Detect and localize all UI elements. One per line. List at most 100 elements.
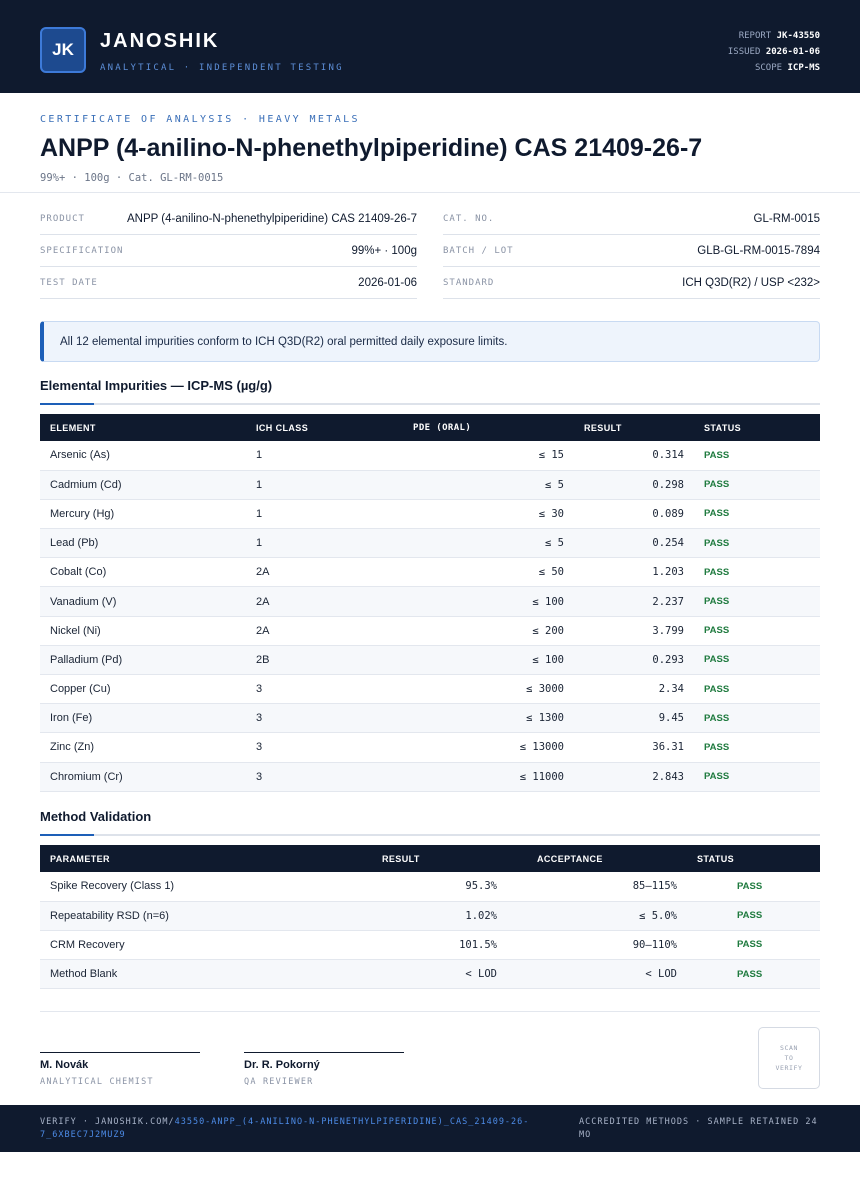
info-row-standard: STANDARD ICH Q3D(R2) / USP <232> — [443, 267, 820, 299]
section-underline — [40, 403, 820, 405]
cell-parameter: Spike Recovery (Class 1) — [40, 872, 320, 902]
info-row-cat-no: CAT. NO. GL-RM-0015 — [443, 203, 820, 235]
verify-line: VERIFY · JANOSHIK.COM/43550-ANPP_(4-ANIL… — [40, 1116, 530, 1142]
cell-class: 2B — [246, 645, 403, 676]
col-header-element: ELEMENT — [50, 422, 96, 433]
table-row: Repeatability RSD (n=6) 1.02% ≤ 5.0% PASS — [40, 901, 820, 931]
info-row-specification: SPECIFICATION 99%+ · 100g — [40, 235, 417, 267]
table-row: Palladium (Pd) 2B ≤ 100 0.293 PASS — [40, 645, 820, 676]
table-row: Arsenic (As) 1 ≤ 15 0.314 PASS — [40, 441, 820, 471]
cell-pde: ≤ 5 — [403, 470, 574, 500]
verify-qr-placeholder[interactable]: SCAN TO VERIFY — [758, 1027, 820, 1089]
col-header-status: STATUS — [704, 422, 742, 433]
cell-class: 2A — [246, 586, 403, 617]
signature-line — [40, 1052, 200, 1053]
table-row: Cobalt (Co) 2A ≤ 50 1.203 PASS — [40, 557, 820, 588]
cell-status: PASS — [694, 470, 820, 500]
cell-status: PASS — [694, 586, 820, 617]
table-row: Zinc (Zn) 3 ≤ 13000 36.31 PASS — [40, 732, 820, 763]
cell-result: 0.089 — [574, 499, 694, 530]
report-label: REPORT — [738, 31, 772, 41]
page-title: ANPP (4-anilino-N-phenethylpiperidine) C… — [40, 134, 703, 162]
report-number: JK-43550 — [776, 31, 820, 41]
cell-status: PASS — [694, 528, 820, 559]
cell-result: 2.34 — [574, 674, 694, 705]
verify-link[interactable]: 43550-ANPP_(4-ANILINO-N-PHENETHYLPIPERID… — [40, 1117, 530, 1140]
cell-result: 9.45 — [574, 703, 694, 734]
cell-status: PASS — [694, 762, 820, 792]
cell-result: 36.31 — [574, 732, 694, 763]
cell-result: 101.5% — [320, 930, 507, 961]
cell-class: 1 — [246, 441, 403, 471]
cell-result: 0.254 — [574, 528, 694, 559]
cell-acceptance: 90–110% — [507, 930, 687, 961]
cell-parameter: Method Blank — [40, 959, 320, 990]
table-row: Lead (Pb) 1 ≤ 5 0.254 PASS — [40, 528, 820, 559]
divider — [0, 192, 860, 193]
signer-name: M. Novák — [40, 1059, 89, 1071]
info-value: 99%+ · 100g — [351, 244, 417, 257]
table-row: Method Blank < LOD < LOD PASS — [40, 959, 820, 990]
cell-result: < LOD — [320, 959, 507, 990]
info-row-test-date: TEST DATE 2026-01-06 — [40, 267, 417, 299]
table-row: Copper (Cu) 3 ≤ 3000 2.34 PASS — [40, 674, 820, 705]
cell-status: PASS — [694, 732, 820, 763]
col-header-result: RESULT — [584, 422, 622, 433]
cell-element: Vanadium (V) — [40, 586, 246, 617]
col-header-acceptance: ACCEPTANCE — [537, 853, 603, 864]
cell-pde: ≤ 200 — [403, 616, 574, 646]
cell-acceptance: ≤ 5.0% — [507, 901, 687, 931]
col-header-class: ICH CLASS — [256, 422, 309, 433]
cell-result: 1.203 — [574, 557, 694, 588]
report-header: JK JANOSHIK ANALYTICAL · INDEPENDENT TES… — [0, 0, 860, 93]
scope-label: SCOPE — [754, 63, 783, 73]
table-row: Chromium (Cr) 3 ≤ 11000 2.843 PASS — [40, 762, 820, 792]
issued-date: 2026-01-06 — [765, 47, 820, 57]
cell-pde: ≤ 100 — [403, 645, 574, 676]
divider — [40, 1011, 820, 1012]
cell-class: 2A — [246, 557, 403, 588]
cell-pde: ≤ 3000 — [403, 674, 574, 705]
cell-status: PASS — [694, 645, 820, 676]
cell-class: 1 — [246, 470, 403, 500]
cell-element: Mercury (Hg) — [40, 499, 246, 530]
cell-element: Copper (Cu) — [40, 674, 246, 705]
validation-title: Method Validation — [40, 809, 152, 824]
cell-pde: ≤ 5 — [403, 528, 574, 559]
impurities-body: Arsenic (As) 1 ≤ 15 0.314 PASS Cadmium (Cd) 1 ≤… — [40, 441, 820, 792]
col-header-pde: PDE (ORAL) — [413, 422, 472, 433]
info-value: GL-RM-0015 — [753, 212, 820, 225]
signer-name: Dr. R. Pokorný — [244, 1059, 320, 1071]
section-underline — [40, 834, 820, 836]
info-row-product: PRODUCT ANPP (4-anilino-N-phenethylpiper… — [40, 203, 417, 235]
cell-class: 3 — [246, 762, 403, 792]
conformance-notice: All 12 elemental impurities conform to I… — [40, 321, 820, 362]
validation-body: Spike Recovery (Class 1) 95.3% 85–115% PASS… — [40, 872, 820, 990]
table-row: Iron (Fe) 3 ≤ 1300 9.45 PASS — [40, 703, 820, 734]
cell-element: Zinc (Zn) — [40, 732, 246, 763]
info-label: CAT. NO. — [443, 213, 495, 224]
cell-status: PASS — [694, 674, 820, 705]
cell-class: 1 — [246, 499, 403, 530]
cell-element: Nickel (Ni) — [40, 616, 246, 646]
table-row: Mercury (Hg) 1 ≤ 30 0.089 PASS — [40, 499, 820, 530]
cell-element: Palladium (Pd) — [40, 645, 246, 676]
impurities-title: Elemental Impurities — ICP-MS (µg/g) — [40, 378, 273, 393]
cell-result: 2.843 — [574, 762, 694, 792]
info-value: 2026-01-06 — [358, 276, 417, 289]
cell-class: 3 — [246, 703, 403, 734]
signer-role: QA REVIEWER — [244, 1077, 314, 1087]
cell-element: Lead (Pb) — [40, 528, 246, 559]
qr-caption: SCAN TO VERIFY — [775, 1044, 803, 1072]
cell-parameter: CRM Recovery — [40, 930, 320, 961]
info-label: PRODUCT — [40, 213, 85, 224]
cell-status: PASS — [694, 441, 820, 471]
cell-acceptance: < LOD — [507, 959, 687, 990]
info-value: GLB-GL-RM-0015-7894 — [697, 244, 820, 257]
table-header-row: PARAMETER RESULT ACCEPTANCE STATUS — [40, 845, 820, 872]
footer-note: ACCREDITED METHODS · SAMPLE RETAINED 24 … — [579, 1117, 818, 1140]
signature-reviewer: Dr. R. Pokorný QA REVIEWER — [244, 1052, 404, 1087]
col-header-result: RESULT — [382, 853, 420, 864]
cell-element: Arsenic (As) — [40, 441, 246, 471]
cell-element: Chromium (Cr) — [40, 762, 246, 792]
